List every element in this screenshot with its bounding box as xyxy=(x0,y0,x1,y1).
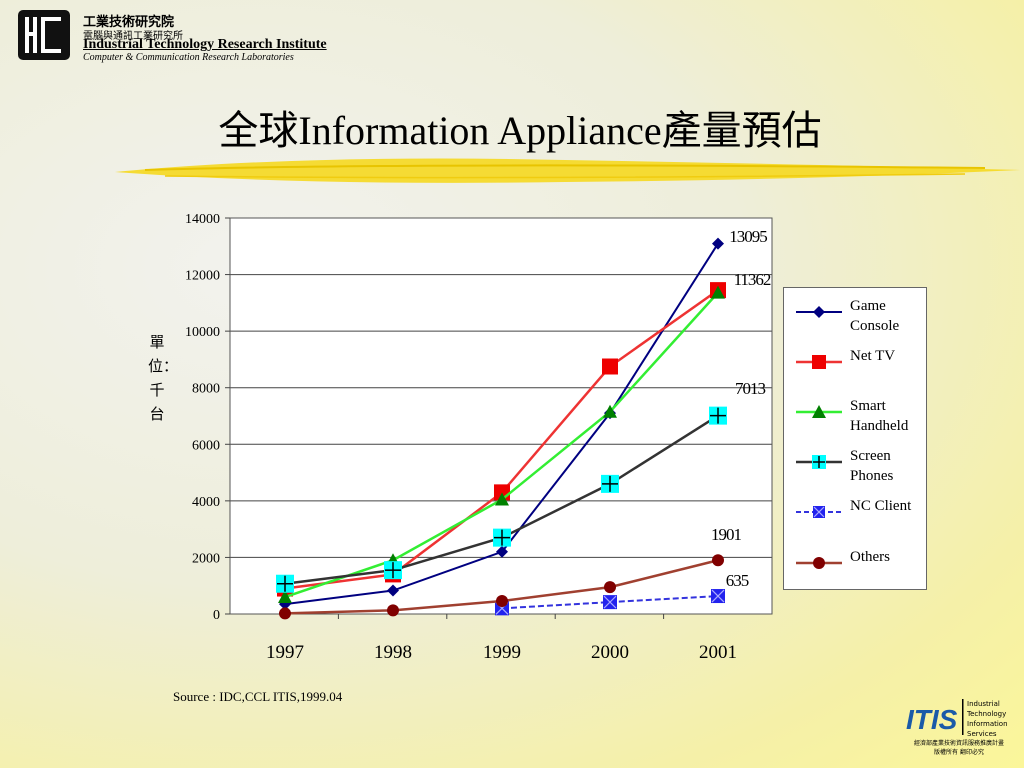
data-point-smart xyxy=(278,590,292,604)
x-tick-label: 2000 xyxy=(591,642,629,663)
legend-marker xyxy=(813,506,825,518)
itis-mark-text: ITIS xyxy=(906,704,958,735)
legend-item-nc: NC Client xyxy=(784,496,928,536)
y-tick-label: 10000 xyxy=(185,325,220,340)
data-point-others xyxy=(604,581,616,594)
slide-title: 全球Information Appliance產量預估 xyxy=(218,108,822,153)
data-point-screen xyxy=(384,561,402,580)
legend-item-nettv: Net TV xyxy=(784,346,928,386)
itis-line: Services xyxy=(967,730,997,738)
org-name-en: Industrial Technology Research Institute xyxy=(83,37,327,52)
org-subname-cn: 電腦與通訊工業研究所 xyxy=(83,31,183,42)
source-note: Source : IDC,CCL ITIS,1999.04 xyxy=(173,689,343,704)
data-point-nc xyxy=(711,589,725,604)
data-point-screen xyxy=(709,406,727,425)
legend-swatch-nettv xyxy=(796,355,842,369)
data-point-nc xyxy=(603,595,617,610)
legend-item-smart: Smart Handheld xyxy=(784,396,928,436)
legend-swatch-smart xyxy=(796,405,842,418)
data-label: 635 xyxy=(726,571,749,590)
legend-swatch-screen xyxy=(796,455,842,469)
legend-label: Net TV xyxy=(850,348,896,364)
legend-marker xyxy=(812,455,826,469)
x-tick-label: 2001 xyxy=(699,642,737,663)
data-label: 1901 xyxy=(711,525,742,544)
data-point-others xyxy=(387,604,399,617)
legend-marker xyxy=(812,355,826,369)
data-label: 13095 xyxy=(729,227,767,246)
data-point-game xyxy=(387,584,399,597)
legend-swatch-game xyxy=(796,306,842,318)
legend-swatch-others xyxy=(796,557,842,569)
org-lab-name: Computer & Communication Research Labora… xyxy=(83,52,294,63)
x-tick-label: 1999 xyxy=(483,642,521,663)
legend-marker xyxy=(813,557,825,569)
itis-mark-icon: ITIS xyxy=(906,699,964,735)
legend-marker xyxy=(812,405,826,418)
data-point-smart xyxy=(711,285,725,299)
data-point-smart xyxy=(495,492,509,506)
data-point-screen xyxy=(601,474,619,493)
y-tick-label: 12000 xyxy=(185,269,220,284)
data-label: 7013 xyxy=(735,379,766,398)
legend-item-game: Game Console xyxy=(784,296,928,336)
itis-caption-line: 經濟部產業技術資訊服務推廣計畫 xyxy=(913,740,1004,747)
itis-line: Industrial xyxy=(967,700,1000,708)
data-point-others xyxy=(279,607,291,620)
legend-label: Screen Phones xyxy=(850,448,894,484)
legend-swatch-nc xyxy=(796,506,842,518)
data-label: 11362 xyxy=(734,270,771,289)
itis-caption: 經濟部產業技術資訊服務推廣計畫 版權所有 翻印必究 xyxy=(900,739,1018,757)
data-point-game xyxy=(496,545,508,558)
legend-label: Others xyxy=(850,549,890,565)
data-point-smart xyxy=(603,404,617,418)
x-tick-label: 1997 xyxy=(266,642,304,663)
legend-marker xyxy=(813,306,825,318)
x-tick-label: 1998 xyxy=(374,642,412,663)
data-point-screen xyxy=(493,528,511,547)
y-tick-label: 6000 xyxy=(192,438,220,453)
itis-line: Technology xyxy=(967,710,1007,718)
legend-item-others: Others xyxy=(784,547,928,587)
data-point-nettv xyxy=(602,358,618,375)
y-tick-label: 14000 xyxy=(185,212,220,227)
itis-caption-line: 版權所有 翻印必究 xyxy=(934,749,984,756)
itis-text: Industrial Technology Information Servic… xyxy=(967,699,1008,739)
y-tick-label: 4000 xyxy=(192,495,220,510)
data-point-others xyxy=(496,594,508,607)
y-tick-label: 2000 xyxy=(192,551,220,566)
y-tick-label: 0 xyxy=(213,608,220,623)
legend-item-screen: Screen Phones xyxy=(784,446,928,486)
itis-line: Information xyxy=(967,720,1008,728)
y-axis-label: 單位：千台 xyxy=(148,333,179,423)
legend-label: Game Console xyxy=(850,298,900,334)
legend-label: NC Client xyxy=(850,498,912,514)
data-point-others xyxy=(712,554,724,567)
data-point-game xyxy=(712,237,724,250)
itri-logo xyxy=(18,10,70,60)
data-point-screen xyxy=(276,574,294,593)
highlight-brush-stroke xyxy=(115,158,1020,183)
legend: Game Console Net TV Smart Handheld Screen P… xyxy=(783,287,927,590)
org-name-cn: 工業技術研究院 xyxy=(83,15,175,30)
legend-label: Smart Handheld xyxy=(850,398,909,434)
y-tick-label: 8000 xyxy=(192,382,220,397)
